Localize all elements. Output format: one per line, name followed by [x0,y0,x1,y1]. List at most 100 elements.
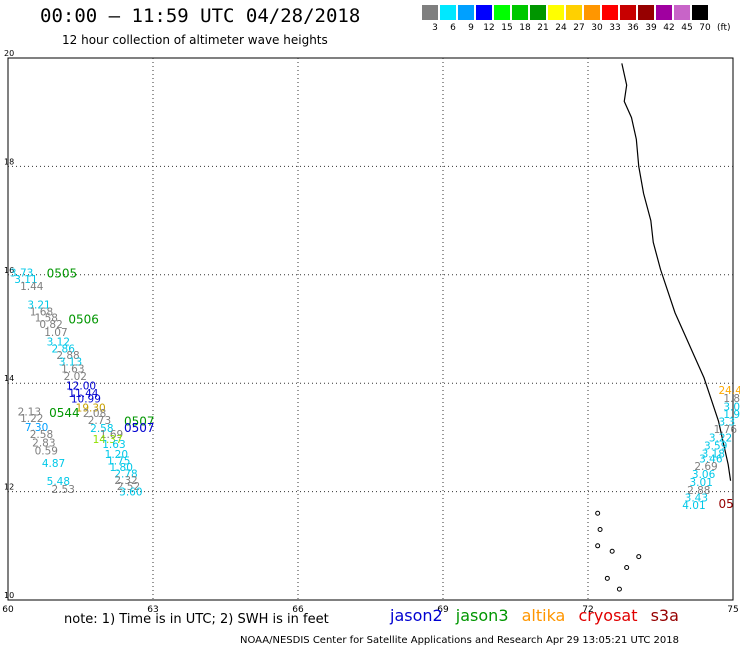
swh-value-label: 2.52 [117,481,140,493]
swh-value-label: 3.06 [692,469,716,481]
scale-label: 15 [501,23,513,33]
scale-label: 33 [609,23,621,33]
swh-value-label: 1.80 [110,462,133,474]
island-mark [604,575,610,581]
island-mark [597,527,603,533]
swh-value-label: 2.53 [52,484,75,496]
scale-label: 6 [450,23,456,33]
island-mark [636,554,642,560]
island-mark [624,564,630,570]
swh-value-label: 5.48 [47,476,70,488]
legend-s3a: s3a [650,606,679,625]
y-tick-label: 18 [4,157,14,166]
island-mark [616,586,622,592]
swh-value-label: 1.68 [30,306,53,318]
scale-label: 3 [432,23,438,33]
swh-value-label: 1.75 [107,456,130,468]
scale-swatch [566,5,582,20]
swh-value-label: 0.59 [35,446,58,458]
scale-label: 18 [519,23,531,33]
swh-value-label: 4.01 [682,500,705,512]
coastline [621,63,732,481]
chart-subtitle: 12 hour collection of altimeter wave hei… [62,33,328,47]
chart-title: 00:00 – 11:59 UTC 04/28/2018 [40,5,361,27]
swh-value-label: 0.82 [39,319,62,331]
scale-label: 24 [555,23,567,33]
scale-swatch [584,5,600,20]
scale-swatch [656,5,672,20]
scale-swatch [602,5,618,20]
swh-value-label: 2.83 [32,438,55,450]
pass-time-label: 0506 [68,313,99,327]
swh-value-label: 2.02 [64,371,87,383]
scale-swatch [512,5,528,20]
swh-value-label: 2.58 [90,423,113,435]
scale-label: 45 [681,23,693,33]
swh-value-label: 2.58 [30,429,53,441]
swh-value-label: 1.8 [723,393,740,405]
scale-label: 9 [468,23,474,33]
swh-value-label: 3.73 [10,267,33,279]
swh-value-label: 3.59 [704,440,727,452]
swh-value-label: 2.32 [114,475,137,487]
x-tick-label: 75 [727,605,738,615]
scale-swatch [440,5,456,20]
swh-value-label: 1.96 [723,409,740,421]
swh-value-label: 1.63 [61,363,84,375]
scale-swatch [548,5,564,20]
x-tick-label: 69 [437,605,449,615]
scale-swatch [692,5,708,20]
swh-value-label: 3.3 [719,416,736,428]
scale-swatch [494,5,510,20]
scale-swatch [638,5,654,20]
x-tick-label: 66 [292,605,304,615]
plot-frame [7,57,734,601]
swh-value-label: 1.20 [105,449,128,461]
swh-value-label: 1.76 [714,424,738,436]
swh-value-label: 14.37 [93,434,123,446]
y-tick-label: 14 [4,374,14,383]
swh-value-label: 3.01 [690,477,713,489]
y-tick-label: 20 [4,49,14,58]
scale-label: 12 [483,23,495,33]
scale-swatch [422,5,438,20]
island-mark [609,548,615,554]
swh-value-label: 3.12 [47,336,70,348]
scale-label: 42 [663,23,675,33]
x-tick-label: 63 [147,605,158,615]
swh-value-label: 12.00 [66,381,96,393]
swh-value-label: 3.22 [709,433,732,445]
swh-value-label: 4.87 [42,458,65,470]
pass-time-label: 0507 [124,414,155,428]
swh-value-label: 3.46 [699,453,723,465]
y-tick-label: 12 [4,483,14,492]
pass-time-label: 0507 [124,421,155,435]
scale-swatch [674,5,690,20]
legend-altika: altika [521,606,566,625]
legend-cryosat: cryosat [578,606,638,625]
scale-label: 70 [699,23,711,33]
legend-jason3: jason3 [455,606,509,625]
footer-note: note: 1) Time is in UTC; 2) SWH is in fe… [64,612,329,627]
island-mark [595,543,601,549]
pass-time-label: 0505 [47,267,78,281]
scale-label: 27 [573,23,585,33]
swh-value-label: 2.88 [687,485,710,497]
swh-value-label: 3.11 [14,274,37,286]
swh-value-label: 2.73 [88,415,111,427]
swh-value-label: 3.04 [723,401,740,413]
scale-swatch [458,5,474,20]
swh-value-label: 3.13 [59,356,82,368]
swh-value-label: 2.13 [18,407,41,419]
island-mark [595,510,601,516]
scale-label: 39 [645,23,657,33]
color-scale-unit: (ft) [717,23,731,33]
swh-value-label: 1.22 [20,413,43,425]
satellite-legend: jason2 jason3 altika cryosat s3a [390,606,687,625]
x-tick-label: 60 [2,605,14,615]
swh-value-label: 7.30 [25,422,48,434]
scale-swatch [530,5,546,20]
swh-value-label: 2.86 [52,343,76,355]
swh-value-label: 2.88 [56,350,79,362]
x-tick-label: 72 [582,605,593,615]
